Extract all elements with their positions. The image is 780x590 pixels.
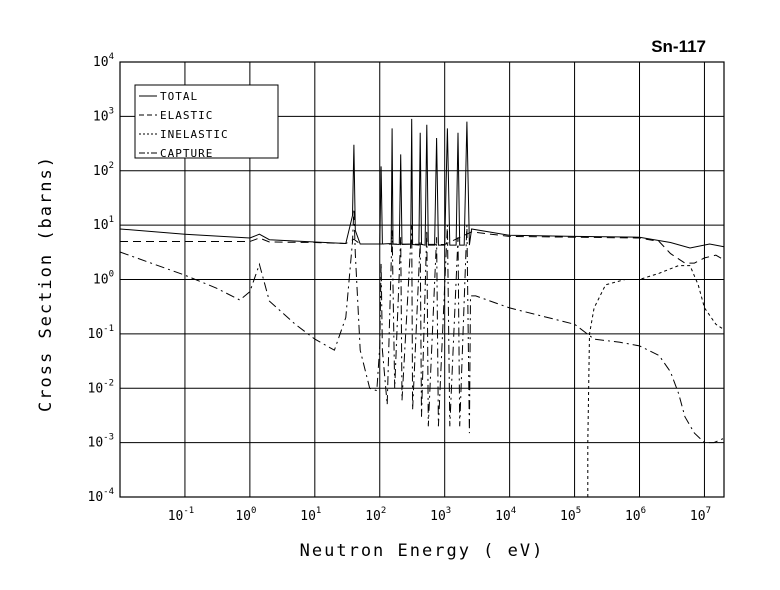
y-tick-label: 104	[93, 52, 114, 70]
x-tick-label: 103	[430, 506, 451, 524]
x-axis-label: Neutron Energy ( eV)	[300, 541, 545, 561]
x-tick-label: 106	[625, 506, 646, 524]
y-tick-label: 100	[93, 270, 114, 288]
legend-label-elastic: ELASTIC	[160, 109, 213, 122]
y-axis-label: Cross Section (barns)	[36, 155, 56, 412]
plot-frame	[119, 61, 725, 498]
x-tick-label: 107	[690, 506, 711, 524]
legend: TOTAL ELASTIC INELASTIC CAPTURE	[134, 84, 279, 160]
y-tick-label: 10-3	[88, 433, 115, 451]
series-total-line	[119, 118, 725, 249]
legend-label-capture: CAPTURE	[160, 147, 213, 160]
y-tick-label: 10-2	[88, 378, 115, 396]
series-elastic-line	[120, 231, 725, 264]
tick-labels: 10-1 100 101 102 103 104 105 106 107 10-4 10-3 10-2…	[88, 52, 711, 524]
x-tick-label: 10-1	[168, 506, 195, 524]
y-tick-label: 102	[93, 161, 114, 179]
legend-box	[134, 84, 279, 159]
y-tick-label: 103	[93, 106, 114, 124]
data-layer	[119, 118, 725, 497]
y-tick-label: 10-1	[88, 324, 115, 342]
chart-title: Sn-117	[651, 37, 706, 56]
x-tick-label: 100	[235, 506, 256, 524]
y-tick-label: 101	[93, 215, 114, 233]
legend-label-inelastic: INELASTIC	[160, 128, 229, 141]
x-tick-label: 105	[560, 506, 581, 524]
x-tick-label: 104	[495, 506, 516, 524]
x-tick-label: 101	[300, 506, 321, 524]
x-tick-label: 102	[365, 506, 386, 524]
series-inelastic-line	[587, 265, 725, 497]
legend-label-total: TOTAL	[160, 90, 198, 103]
series-capture-line	[119, 208, 725, 444]
y-tick-label: 10-4	[88, 487, 115, 505]
